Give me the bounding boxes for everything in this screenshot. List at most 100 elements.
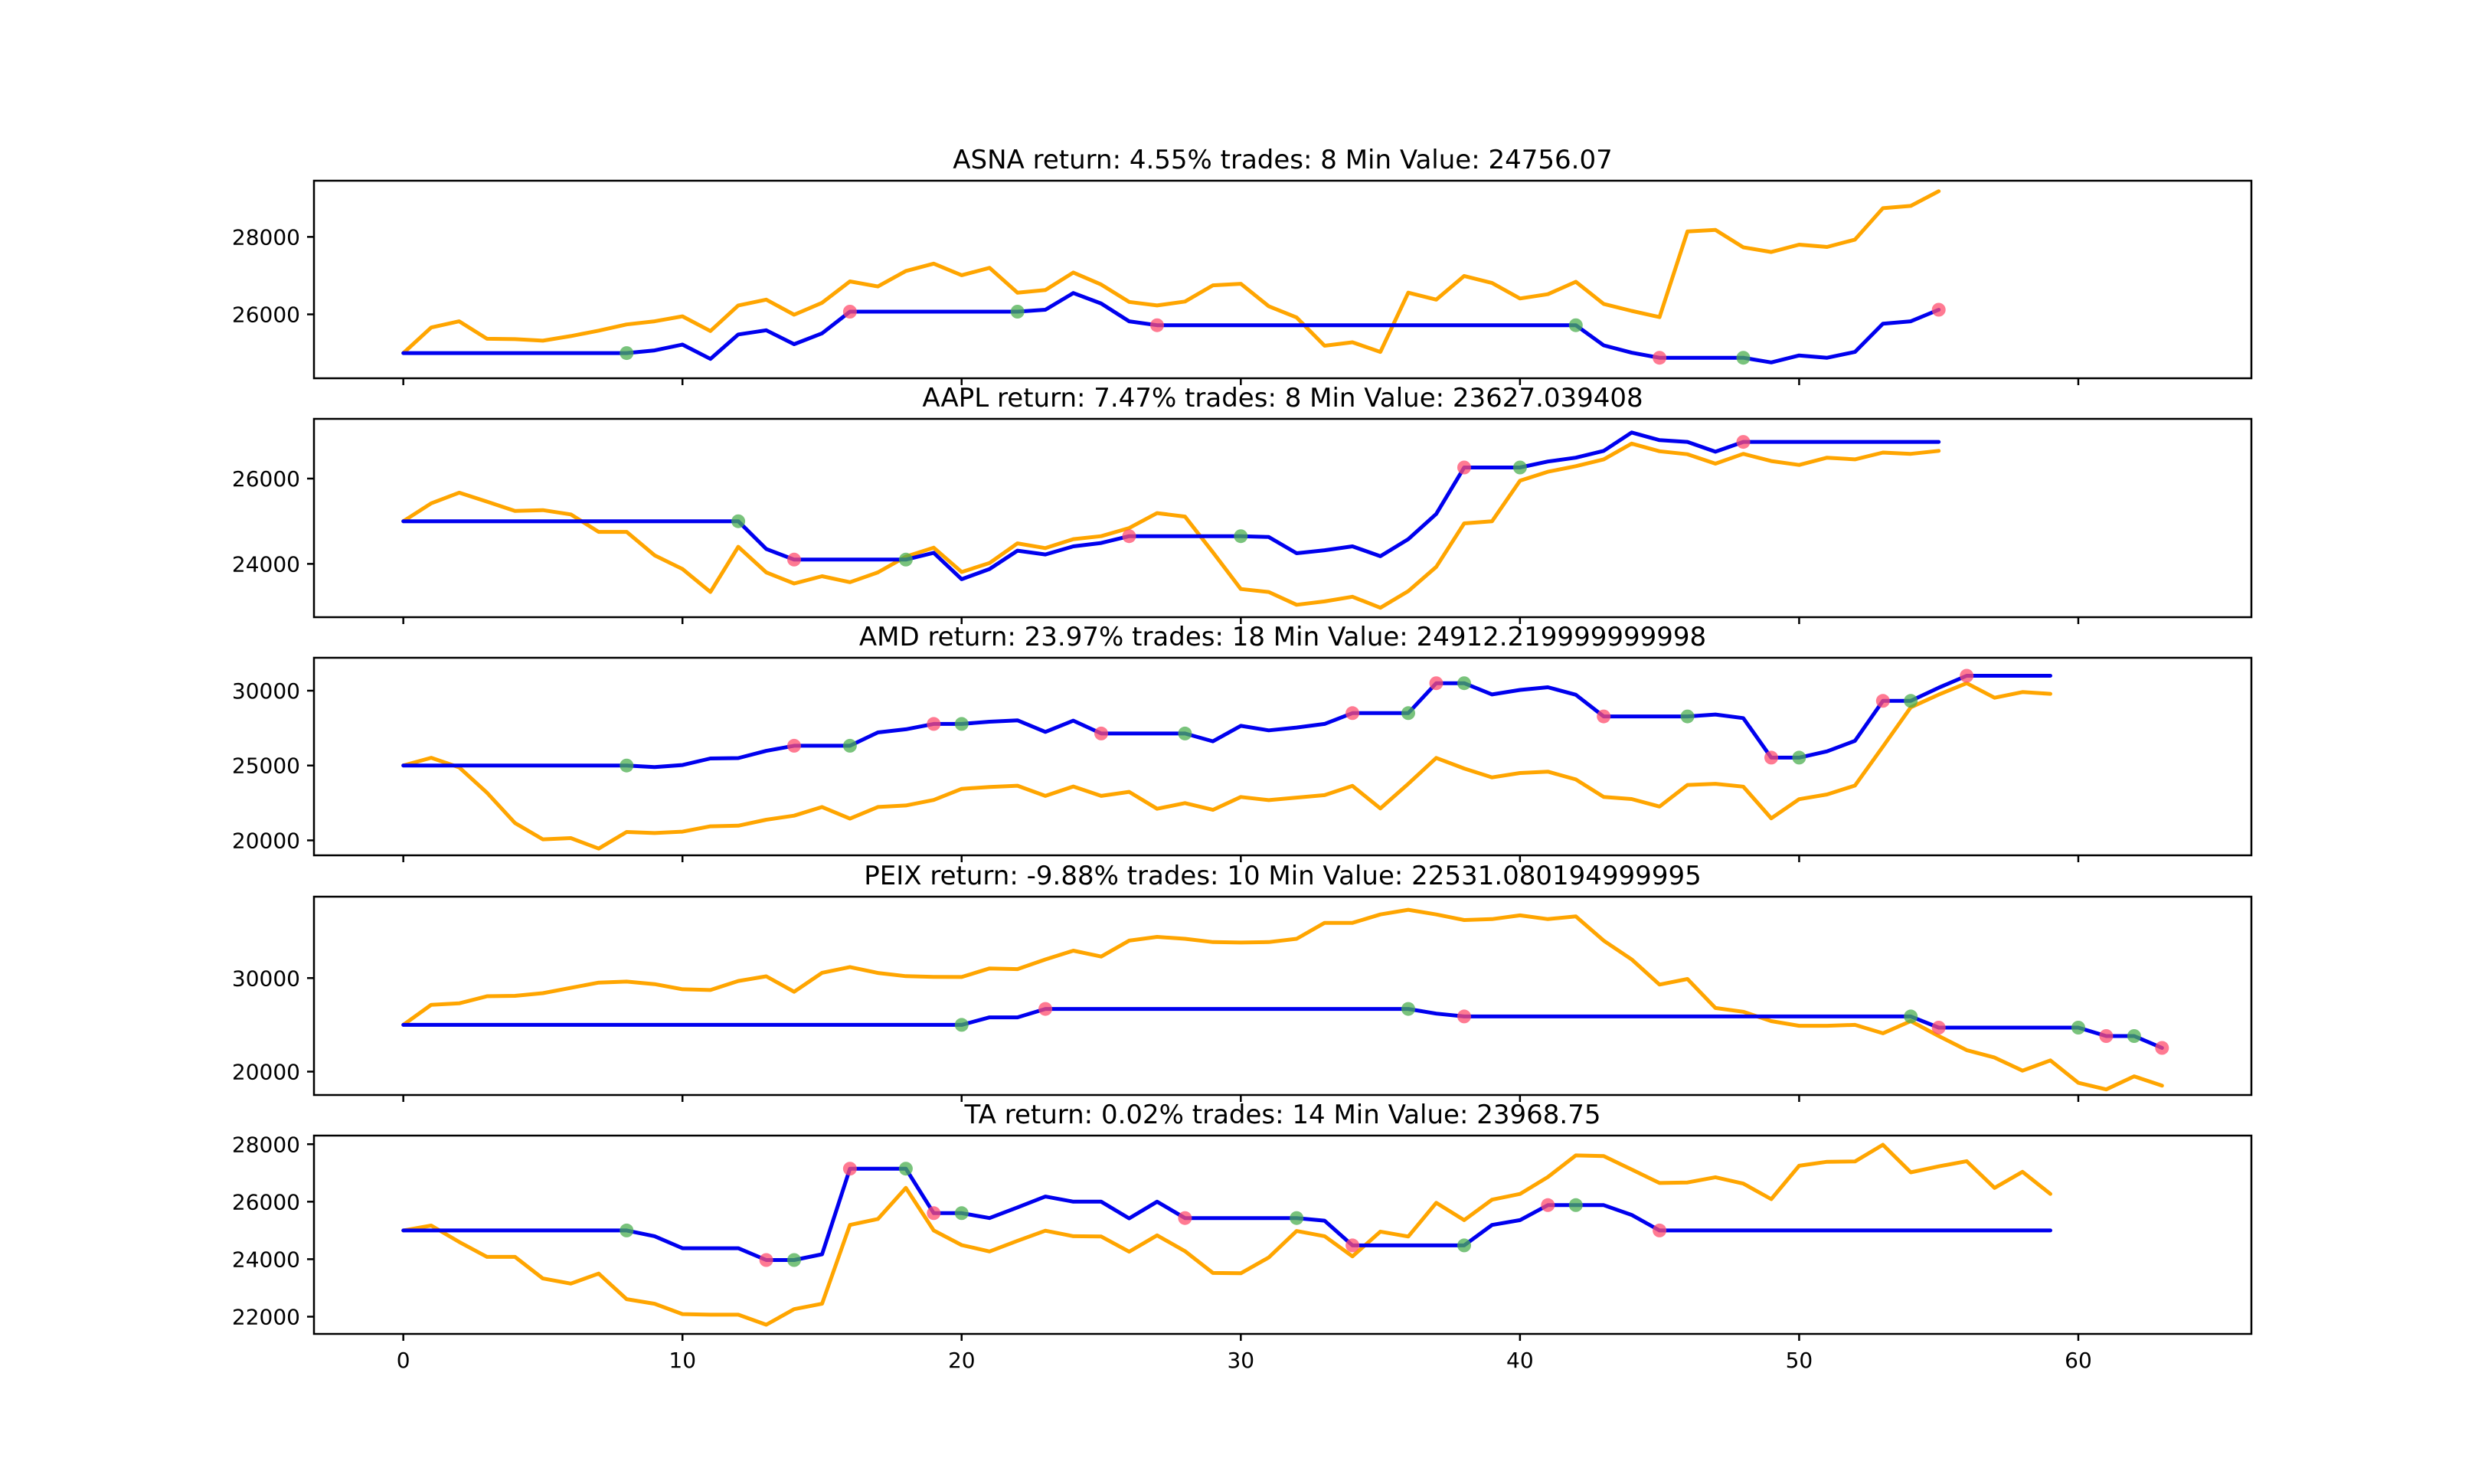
buy-marker xyxy=(1010,305,1025,319)
axes-frame xyxy=(312,179,2253,380)
buy-marker xyxy=(1178,726,1192,740)
y-tick-label: 25000 xyxy=(232,753,300,779)
strategy-line xyxy=(401,1007,2164,1050)
x-tick-label: 20 xyxy=(948,1348,976,1373)
buy-marker xyxy=(1736,351,1751,365)
sell-marker xyxy=(2099,1029,2114,1043)
x-tick-label: 60 xyxy=(2065,1348,2092,1373)
y-tick-label: 30000 xyxy=(232,966,300,991)
buy-marker xyxy=(954,1206,969,1221)
sell-marker xyxy=(1429,676,1443,691)
strategy-line xyxy=(401,291,1941,364)
buy-marker xyxy=(1568,318,1583,332)
x-tick-label: 40 xyxy=(1506,1348,1534,1373)
sell-marker xyxy=(759,1253,773,1267)
x-tick-label: 10 xyxy=(669,1348,696,1373)
price-line xyxy=(401,1142,2052,1327)
sell-marker xyxy=(842,1162,857,1176)
buy-marker xyxy=(2071,1021,2085,1035)
sell-marker xyxy=(842,305,857,319)
subplot-title: AAPL return: 7.47% trades: 8 Min Value: … xyxy=(922,383,1643,413)
y-tick-label: 24000 xyxy=(232,551,300,577)
sell-marker xyxy=(1457,1009,1471,1024)
sell-marker xyxy=(1457,460,1471,475)
sell-marker xyxy=(1960,668,1974,683)
y-tick-label: 22000 xyxy=(232,1304,300,1329)
buy-marker xyxy=(1401,1002,1415,1016)
buy-marker xyxy=(1904,1009,1918,1024)
axes-frame xyxy=(312,1134,2253,1335)
x-tick-label: 0 xyxy=(397,1348,410,1373)
subplot-2: AMD return: 23.97% trades: 18 Min Value:… xyxy=(232,622,2253,862)
buy-marker xyxy=(898,1162,913,1176)
sell-marker xyxy=(1122,529,1136,544)
strategy-line xyxy=(401,430,1941,581)
x-tick-label: 50 xyxy=(1786,1348,1813,1373)
buy-marker xyxy=(1457,676,1471,691)
subplot-0: ASNA return: 4.55% trades: 8 Min Value: … xyxy=(232,145,2253,385)
axes-frame xyxy=(312,656,2253,857)
buy-marker xyxy=(1512,460,1527,475)
sell-marker xyxy=(1875,694,1890,708)
sell-marker xyxy=(927,717,941,731)
sell-marker xyxy=(787,738,801,753)
sell-marker xyxy=(1150,318,1164,332)
y-tick-label: 24000 xyxy=(232,1247,300,1272)
y-tick-label: 20000 xyxy=(232,828,300,853)
buy-marker xyxy=(1290,1211,1304,1225)
sell-marker xyxy=(1653,1223,1667,1237)
buy-marker xyxy=(954,717,969,731)
axes-frame xyxy=(312,417,2253,619)
price-line xyxy=(401,681,2052,851)
subplot-title: AMD return: 23.97% trades: 18 Min Value:… xyxy=(859,622,1706,652)
buy-marker xyxy=(1904,694,1918,708)
y-tick-label: 26000 xyxy=(232,302,300,328)
subplot-4: TA return: 0.02% trades: 14 Min Value: 2… xyxy=(232,1100,2253,1373)
sell-marker xyxy=(1094,726,1108,740)
sell-marker xyxy=(1764,750,1778,765)
subplot-1: AAPL return: 7.47% trades: 8 Min Value: … xyxy=(232,383,2253,624)
x-tick-label: 30 xyxy=(1227,1348,1254,1373)
subplot-title: PEIX return: -9.88% trades: 10 Min Value… xyxy=(864,861,1701,891)
sell-marker xyxy=(2155,1041,2169,1055)
sell-marker xyxy=(1597,709,1611,724)
buy-marker xyxy=(620,1223,634,1237)
y-tick-label: 26000 xyxy=(232,1189,300,1214)
sell-marker xyxy=(927,1206,941,1221)
buy-marker xyxy=(1234,529,1248,544)
sell-marker xyxy=(1178,1211,1192,1225)
sell-marker xyxy=(1345,706,1360,721)
buy-marker xyxy=(2127,1029,2141,1043)
sell-marker xyxy=(1345,1238,1360,1253)
buy-marker xyxy=(1568,1198,1583,1212)
buy-marker xyxy=(1680,709,1695,724)
buy-marker xyxy=(954,1018,969,1032)
subplot-title: ASNA return: 4.55% trades: 8 Min Value: … xyxy=(953,145,1612,175)
y-tick-label: 28000 xyxy=(232,224,300,250)
y-tick-label: 28000 xyxy=(232,1132,300,1157)
price-line xyxy=(401,907,2164,1092)
subplot-3: PEIX return: -9.88% trades: 10 Min Value… xyxy=(232,861,2253,1102)
sell-marker xyxy=(1653,351,1667,365)
price-line xyxy=(401,441,1941,610)
sell-marker xyxy=(1541,1198,1555,1212)
y-tick-label: 30000 xyxy=(232,678,300,704)
buy-marker xyxy=(731,514,746,528)
sell-marker xyxy=(787,552,801,567)
axes-frame xyxy=(312,895,2253,1097)
sell-marker xyxy=(1931,302,1946,317)
buy-marker xyxy=(842,738,857,753)
buy-marker xyxy=(1401,706,1415,721)
y-tick-label: 26000 xyxy=(232,466,300,492)
buy-marker xyxy=(620,346,634,361)
buy-marker xyxy=(898,552,913,567)
sell-marker xyxy=(1931,1021,1946,1035)
buy-marker xyxy=(1457,1238,1471,1253)
sell-marker xyxy=(1038,1002,1053,1016)
y-tick-label: 20000 xyxy=(232,1059,300,1084)
price-line xyxy=(401,189,1941,355)
subplot-title: TA return: 0.02% trades: 14 Min Value: 2… xyxy=(964,1100,1601,1130)
strategy-line xyxy=(401,1166,2052,1262)
buy-marker xyxy=(787,1253,801,1267)
